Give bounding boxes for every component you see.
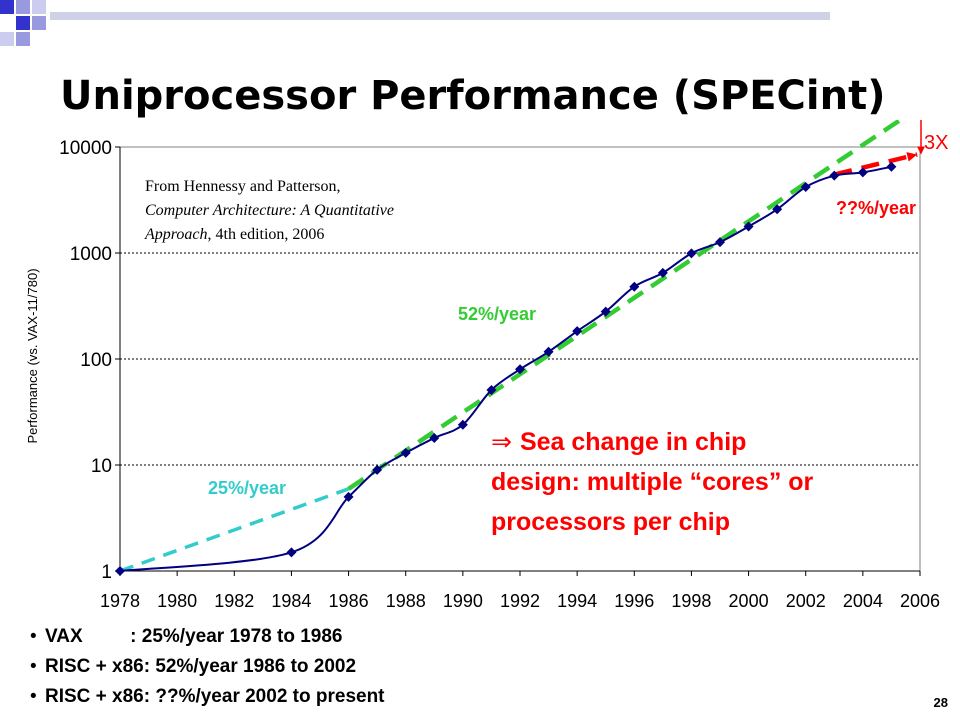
deco-square	[0, 32, 14, 46]
x-tick-label: 2002	[786, 591, 826, 611]
data-point	[715, 237, 725, 248]
data-point	[343, 491, 354, 502]
data-point	[629, 281, 640, 292]
data-point	[429, 432, 440, 443]
y-tick-label: 1000	[70, 244, 112, 265]
title-decoration-squares	[0, 0, 830, 46]
trend-arrowhead	[906, 152, 918, 162]
sea-change-text: Sea change in chip	[520, 428, 746, 456]
sea-change-line-1: ⇒ Sea change in chip	[491, 427, 746, 456]
bullet-item: • VAX : 25%/year 1978 to 1986	[30, 626, 343, 647]
y-tick-label: 10	[91, 456, 112, 477]
deco-square	[16, 16, 30, 30]
source-line-2: Computer Architecture: A Quantitative	[145, 202, 394, 219]
data-point	[486, 384, 497, 395]
chart-axes	[115, 146, 921, 576]
data-point	[743, 221, 754, 232]
data-point	[800, 181, 811, 192]
data-point	[286, 547, 297, 558]
three-x-label: 3X	[924, 132, 948, 154]
x-tick-label: 1998	[671, 591, 711, 611]
x-tick-label: 1982	[214, 591, 254, 611]
source-line-3: Approach, 4th edition, 2006	[144, 226, 324, 243]
trend-lines	[119, 120, 925, 573]
x-tick-label: 2004	[843, 591, 883, 611]
page-title: Uniprocessor Performance (SPECint)	[60, 73, 886, 119]
deco-square	[16, 32, 30, 46]
data-point	[515, 364, 525, 375]
deco-square	[0, 0, 14, 14]
trend-label-recent: ??%/year	[836, 198, 916, 218]
x-tick-label: 2000	[729, 591, 769, 611]
data-point	[686, 248, 697, 259]
y-tick-label: 10000	[59, 138, 112, 159]
summary-bullets: • VAX : 25%/year 1978 to 1986 • RISC + x86…	[30, 622, 385, 712]
performance-chart: 1 10 100 1000 10000 1978 1980 1982 1984 1986 1988 1…	[25, 120, 948, 611]
implies-arrow: ⇒	[491, 427, 512, 456]
sea-change-line-3: processors per chip	[491, 508, 730, 536]
data-point	[572, 326, 583, 337]
y-tick-label: 1	[101, 562, 112, 583]
data-point	[400, 447, 411, 458]
x-tick-label: 1990	[443, 591, 483, 611]
source-line-1: From Hennessy and Patterson,	[145, 178, 341, 195]
x-tick-label: 1992	[500, 591, 540, 611]
data-point	[372, 464, 383, 475]
title-bar	[50, 12, 830, 20]
data-point	[657, 267, 668, 278]
trend-label-vax: 25%/year	[208, 478, 286, 498]
page-number: 28	[933, 695, 948, 710]
x-tick-label: 2006	[900, 591, 940, 611]
x-tick-label: 1984	[271, 591, 311, 611]
deco-square	[16, 0, 30, 14]
trend-label-risc: 52%/year	[458, 304, 536, 324]
chart-grid	[120, 252, 920, 466]
three-x-arrow-bottom	[917, 146, 925, 155]
data-point	[600, 306, 611, 317]
source-line-3-italic: Approach	[144, 226, 208, 243]
sea-change-line-2: design: multiple “cores” or	[491, 468, 814, 496]
x-tick-label: 1996	[614, 591, 654, 611]
trend-line	[347, 120, 905, 491]
deco-square	[32, 16, 46, 30]
source-line-3-rest: , 4th edition, 2006	[208, 226, 325, 243]
y-tick-label: 100	[80, 350, 112, 371]
bullet-item: • RISC + x86: 52%/year 1986 to 2002	[30, 656, 357, 677]
data-series	[115, 161, 897, 576]
x-tick-label: 1986	[329, 591, 369, 611]
data-point	[772, 204, 783, 215]
x-tick-label: 1980	[157, 591, 197, 611]
x-tick-label: 1988	[386, 591, 426, 611]
data-point	[115, 566, 125, 576]
data-point	[857, 167, 868, 178]
data-point	[886, 161, 897, 172]
y-axis-label: Performance (vs. VAX-11/780)	[25, 268, 40, 443]
trend-line	[119, 487, 350, 573]
data-point	[829, 170, 840, 181]
x-tick-label: 1978	[100, 591, 140, 611]
data-point	[457, 419, 468, 430]
deco-square	[32, 0, 46, 14]
data-point	[543, 346, 554, 357]
bullet-item: • RISC + x86: ??%/year 2002 to present	[30, 686, 385, 707]
chart-labels: 1 10 100 1000 10000 1978 1980 1982 1984 1986 1988 1…	[25, 132, 948, 611]
trend-line	[833, 152, 918, 177]
x-tick-label: 1994	[557, 591, 597, 611]
